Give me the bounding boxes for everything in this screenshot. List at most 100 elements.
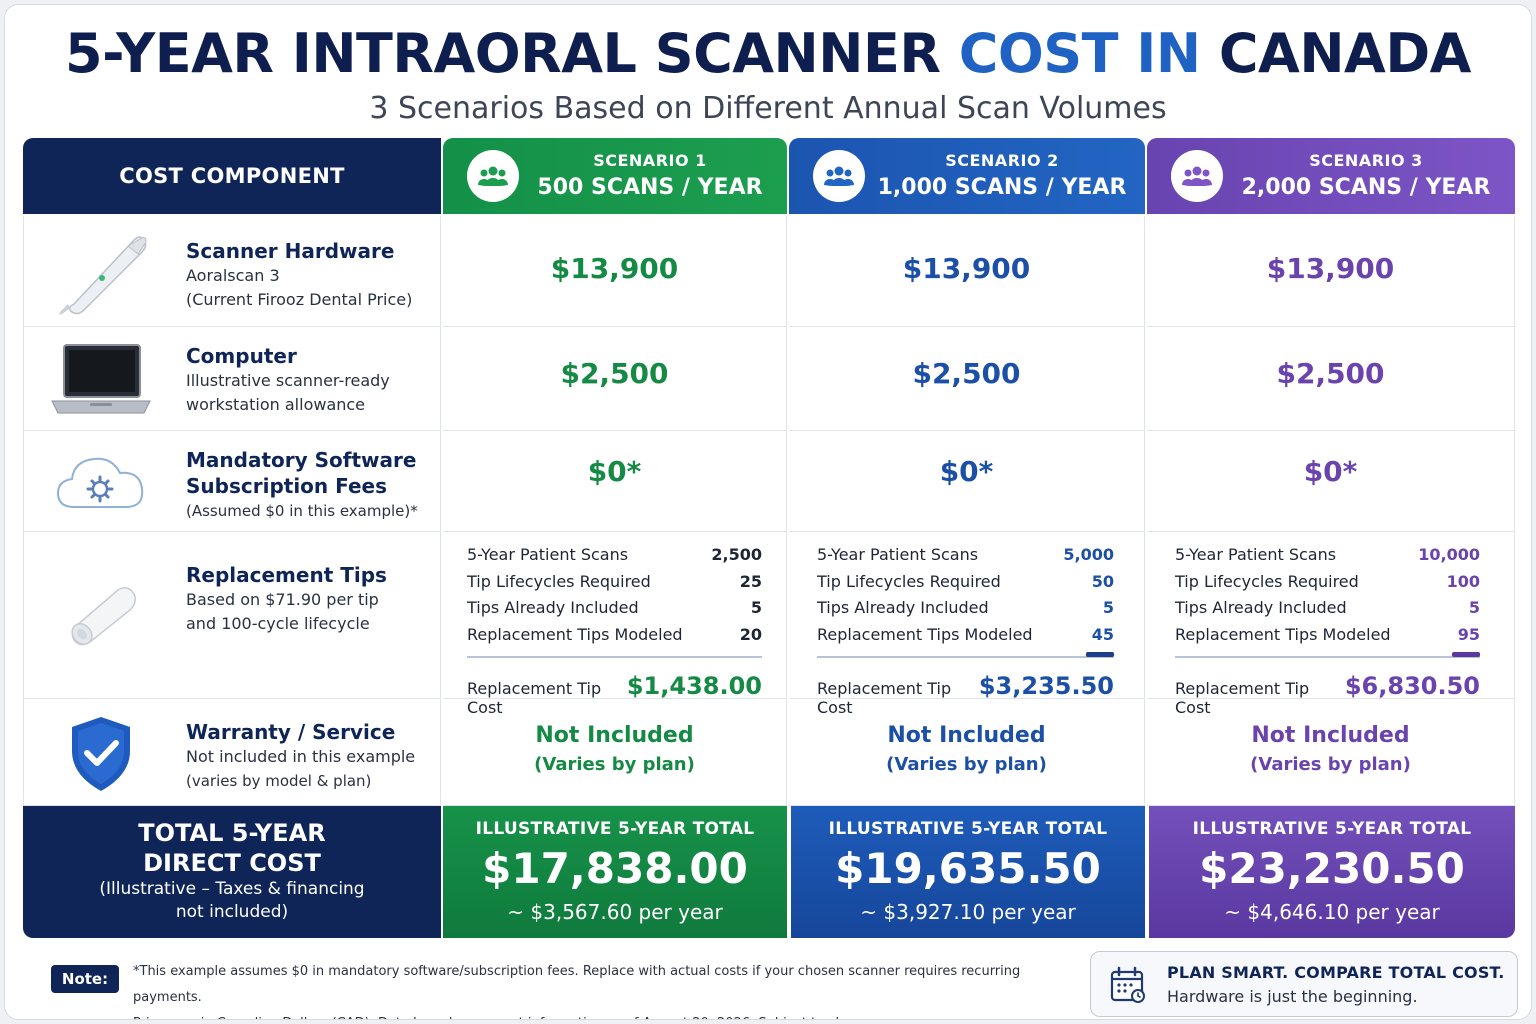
software-cost-s2: $0* <box>789 431 1145 532</box>
tip-cost-value: $3,235.50 <box>978 672 1114 700</box>
tip-row-label: 5-Year Patient Scans <box>1175 545 1337 564</box>
tip-row-lifecycles: Tip Lifecycles Required 25 <box>467 569 762 596</box>
scanner-tip-icon <box>46 568 156 648</box>
note-line-2: Prices are in Canadian Dollars (CAD). Da… <box>133 1011 1073 1019</box>
tip-row-label: Replacement Tips Modeled <box>467 624 683 644</box>
software-value: $0* <box>587 455 642 488</box>
tip-row-included: Tips Already Included 5 <box>817 595 1114 622</box>
total-label-cell: TOTAL 5-YEAR DIRECT COST (Illustrative –… <box>23 806 441 938</box>
total-title-2: DIRECT COST <box>143 849 321 877</box>
tip-cost-value: $1,438.00 <box>626 672 762 700</box>
cloud-gear-icon <box>46 443 156 519</box>
tip-divider <box>467 656 762 658</box>
scenario-3-header: SCENARIO 3 2,000 SCANS / YEAR <box>1147 138 1515 214</box>
tip-row-value: 2,500 <box>711 545 762 564</box>
tip-row-label: Tips Already Included <box>467 598 639 617</box>
tip-row-label: 5-Year Patient Scans <box>817 545 979 564</box>
tip-divider <box>1175 652 1480 658</box>
software-title-1: Mandatory Software <box>186 448 417 472</box>
laptop-icon <box>46 339 156 419</box>
users-icon <box>1171 150 1223 202</box>
tips-detail-s1: 5-Year Patient Scans 2,500 Tip Lifecycles… <box>443 532 787 717</box>
total-label: ILLUSTRATIVE 5-YEAR TOTAL <box>475 819 755 839</box>
total-s2: ILLUSTRATIVE 5-YEAR TOTAL $19,635.50 ~ $… <box>789 806 1145 938</box>
tip-row-value: 5 <box>1468 598 1480 617</box>
total-title-1: TOTAL 5-YEAR <box>138 819 326 847</box>
tips-title: Replacement Tips <box>186 563 387 587</box>
total-label: ILLUSTRATIVE 5-YEAR TOTAL <box>1192 819 1472 839</box>
row-computer: Computer Illustrative scanner-ready work… <box>23 327 441 431</box>
scenario-1-header: SCENARIO 1 500 SCANS / YEAR <box>443 138 787 214</box>
tip-row-value: 5,000 <box>1063 545 1114 564</box>
tip-divider-mark <box>1452 652 1480 657</box>
total-s1: ILLUSTRATIVE 5-YEAR TOTAL $17,838.00 ~ $… <box>443 806 787 938</box>
software-value: $0* <box>939 455 994 488</box>
title-main: 5-YEAR INTRAORAL SCANNER <box>65 22 941 85</box>
tips-desc-2: and 100-cycle lifecycle <box>186 614 370 633</box>
scenario-2-label: SCENARIO 2 <box>945 151 1059 170</box>
computer-cost-s3: $2,500 <box>1147 327 1515 431</box>
computer-cost-s2: $2,500 <box>789 327 1145 431</box>
hardware-cost-s1: $13,900 <box>443 216 787 327</box>
scenario-2-volume: 1,000 SCANS / YEAR <box>877 175 1127 200</box>
scenario-1-volume: 500 SCANS / YEAR <box>537 175 763 200</box>
cta-subtitle: Hardware is just the beginning. <box>1167 987 1418 1006</box>
tip-row-value: 95 <box>1457 624 1480 644</box>
warranty-s1: Not Included (Varies by plan) <box>443 699 787 806</box>
tip-cost: Replacement Tip Cost $3,235.50 <box>817 672 1114 717</box>
row-scanner-hardware: Scanner Hardware Aoralscan 3 (Current Fi… <box>23 216 441 327</box>
warranty-s3: Not Included (Varies by plan) <box>1147 699 1515 806</box>
hardware-price-source: (Current Firooz Dental Price) <box>186 290 413 309</box>
scenario-1-label: SCENARIO 1 <box>593 151 707 170</box>
title-highlight: COST IN <box>958 22 1201 85</box>
tip-row-value: 25 <box>739 571 762 591</box>
tip-cost: Replacement Tip Cost $6,830.50 <box>1175 672 1480 717</box>
total-s3: ILLUSTRATIVE 5-YEAR TOTAL $23,230.50 ~ $… <box>1147 806 1515 938</box>
tips-detail-s2: 5-Year Patient Scans 5,000 Tip Lifecycles… <box>789 532 1145 717</box>
total-value: $17,838.00 <box>482 844 748 893</box>
scenario-3-label: SCENARIO 3 <box>1309 151 1423 170</box>
computer-cost-s1: $2,500 <box>443 327 787 431</box>
total-value: $19,635.50 <box>835 844 1101 893</box>
cta-title: PLAN SMART. COMPARE TOTAL COST. <box>1167 963 1505 982</box>
computer-value: $2,500 <box>1276 357 1385 390</box>
tip-row-label: Tip Lifecycles Required <box>817 571 1001 591</box>
computer-title: Computer <box>186 344 297 368</box>
warranty-status-note: (Varies by plan) <box>534 754 695 775</box>
tip-row-label: Tips Already Included <box>817 598 989 617</box>
tip-row-label: Replacement Tips Modeled <box>817 624 1033 644</box>
computer-value: $2,500 <box>912 357 1021 390</box>
tip-row-included: Tips Already Included 5 <box>467 595 762 622</box>
tip-row-included: Tips Already Included 5 <box>1175 595 1480 622</box>
tip-cost-label: Replacement Tip Cost <box>817 679 952 717</box>
tip-row-value: 5 <box>1102 598 1114 617</box>
tip-row-value: 10,000 <box>1418 545 1480 564</box>
tip-row-value: 20 <box>739 624 762 644</box>
tips-desc-1: Based on $71.90 per tip <box>186 590 379 609</box>
computer-value: $2,500 <box>560 357 669 390</box>
tip-divider <box>817 652 1114 658</box>
tip-row-value: 100 <box>1446 571 1480 591</box>
warranty-desc-2: (varies by model & plan) <box>186 772 372 790</box>
total-per-year: ~ $3,927.10 per year <box>860 900 1076 924</box>
hardware-cost-s2: $13,900 <box>789 216 1145 327</box>
page-subtitle: 3 Scenarios Based on Different Annual Sc… <box>369 91 1167 126</box>
users-icon <box>813 150 865 202</box>
total-per-year: ~ $4,646.10 per year <box>1224 900 1440 924</box>
cta-box: PLAN SMART. COMPARE TOTAL COST. Hardware… <box>1090 951 1518 1017</box>
tip-cost-value: $6,830.50 <box>1344 672 1480 700</box>
hardware-value: $13,900 <box>550 252 679 285</box>
warranty-status: Not Included <box>1251 723 1410 748</box>
hardware-value: $13,900 <box>902 252 1031 285</box>
tips-detail-s3: 5-Year Patient Scans 10,000 Tip Lifecycle… <box>1147 532 1515 717</box>
computer-desc-2: workstation allowance <box>186 395 366 414</box>
total-note-2: not included) <box>175 902 289 922</box>
row-warranty: Warranty / Service Not included in this … <box>23 699 441 806</box>
warranty-status-note: (Varies by plan) <box>886 754 1047 775</box>
tip-divider-mark <box>1086 652 1114 657</box>
tip-row-label: Replacement Tips Modeled <box>1175 624 1391 644</box>
total-value: $23,230.50 <box>1199 844 1465 893</box>
total-per-year: ~ $3,567.60 per year <box>507 900 723 924</box>
warranty-status: Not Included <box>535 723 694 748</box>
tip-row-scans: 5-Year Patient Scans 5,000 <box>817 542 1114 569</box>
